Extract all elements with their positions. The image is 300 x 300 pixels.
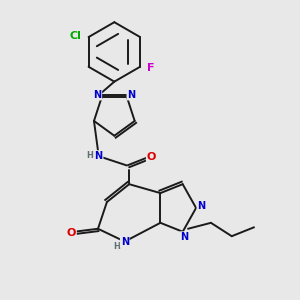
Text: N: N	[94, 151, 103, 161]
Text: N: N	[127, 90, 135, 100]
Text: O: O	[67, 228, 76, 238]
Text: H: H	[113, 242, 120, 250]
Text: F: F	[147, 63, 154, 73]
Text: Cl: Cl	[69, 31, 81, 40]
Text: N: N	[121, 236, 129, 247]
Text: N: N	[93, 90, 101, 100]
Text: N: N	[180, 232, 188, 242]
Text: O: O	[147, 152, 156, 162]
Text: N: N	[197, 202, 206, 212]
Text: H: H	[86, 152, 93, 160]
